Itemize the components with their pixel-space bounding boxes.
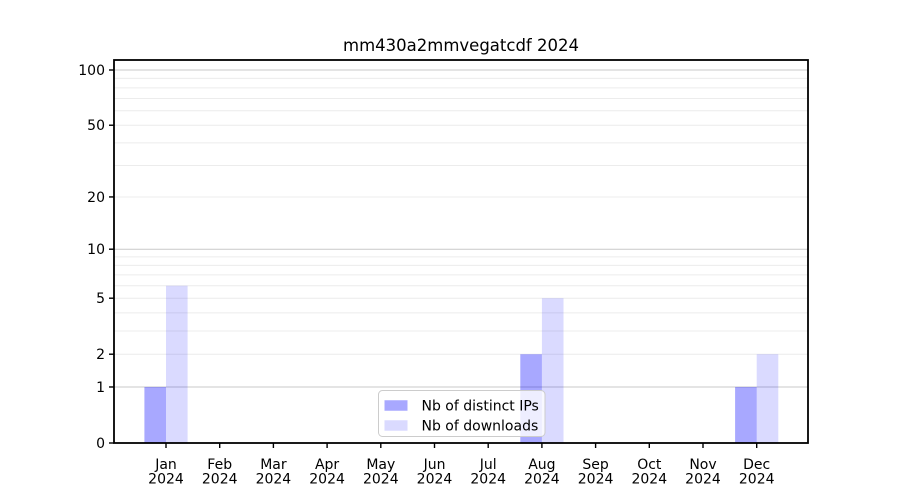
y-tick-label-50: 50 xyxy=(87,118,105,134)
bar-nb-of-downloads-aug xyxy=(541,298,564,443)
y-tick-label-1: 1 xyxy=(96,380,105,396)
x-tick-label-year-jun: 2024 xyxy=(417,472,453,488)
x-tick-label-year-dec: 2024 xyxy=(739,472,775,488)
x-tick-label-month-sep: Sep xyxy=(582,457,609,473)
y-tick-label-100: 100 xyxy=(78,63,105,79)
x-tick-label-month-mar: Mar xyxy=(260,457,287,473)
chart-title: mm430a2mmvegatcdf 2024 xyxy=(343,36,579,55)
x-tick-label-year-oct: 2024 xyxy=(631,472,667,488)
legend-box xyxy=(378,390,546,437)
x-tick-label-year-aug: 2024 xyxy=(524,472,560,488)
y-tick-label-10: 10 xyxy=(87,242,105,258)
x-tick-label-month-aug: Aug xyxy=(528,457,555,473)
legend-label-nb-of-downloads: Nb of downloads xyxy=(422,419,539,435)
x-tick-label-year-jan: 2024 xyxy=(148,472,184,488)
x-tick-label-month-jan: Jan xyxy=(154,457,177,473)
y-tick-label-20: 20 xyxy=(87,190,105,206)
y-tick-label-2: 2 xyxy=(96,347,105,363)
x-tick-label-year-nov: 2024 xyxy=(685,472,721,488)
x-tick-label-month-jul: Jul xyxy=(479,457,497,473)
x-tick-label-year-mar: 2024 xyxy=(256,472,292,488)
legend-swatch-nb-of-distinct-ips xyxy=(384,400,408,411)
bar-nb-of-distinct-ips-dec xyxy=(735,386,757,443)
x-tick-label-month-feb: Feb xyxy=(207,457,232,473)
y-tick-label-5: 5 xyxy=(96,291,105,307)
x-tick-label-month-jun: Jun xyxy=(423,457,446,473)
x-tick-label-year-jul: 2024 xyxy=(470,472,506,488)
x-tick-label-month-dec: Dec xyxy=(743,457,770,473)
x-tick-label-month-nov: Nov xyxy=(689,457,716,473)
x-tick-label-year-sep: 2024 xyxy=(578,472,614,488)
x-tick-label-year-feb: 2024 xyxy=(202,472,238,488)
plot-frame xyxy=(113,59,809,444)
x-tick-label-month-oct: Oct xyxy=(637,457,662,473)
bar-nb-of-distinct-ips-jan xyxy=(144,386,166,443)
legend-label-nb-of-distinct-ips: Nb of distinct IPs xyxy=(422,399,539,415)
x-tick-label-month-apr: Apr xyxy=(315,457,339,473)
x-tick-label-month-may: May xyxy=(366,457,395,473)
bar-nb-of-downloads-dec xyxy=(756,354,779,443)
x-tick-label-year-may: 2024 xyxy=(363,472,399,488)
y-tick-label-0: 0 xyxy=(96,436,105,452)
x-tick-label-year-apr: 2024 xyxy=(309,472,345,488)
bar-nb-of-downloads-jan xyxy=(166,285,188,443)
legend-swatch-nb-of-downloads xyxy=(384,420,408,431)
